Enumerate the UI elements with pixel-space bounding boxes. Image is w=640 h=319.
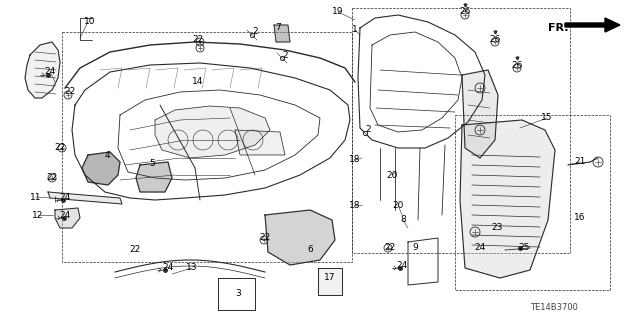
Polygon shape	[55, 208, 80, 228]
Text: 6: 6	[307, 246, 313, 255]
Text: 23: 23	[492, 224, 502, 233]
Polygon shape	[155, 106, 270, 158]
Polygon shape	[235, 130, 285, 155]
Bar	[455, 115, 610, 290]
Text: 22: 22	[259, 234, 271, 242]
Text: 5: 5	[149, 159, 155, 167]
Polygon shape	[565, 18, 620, 32]
Polygon shape	[318, 268, 342, 295]
Text: 15: 15	[541, 114, 553, 122]
Text: 10: 10	[84, 18, 96, 26]
Text: 7: 7	[275, 24, 281, 33]
Text: 2: 2	[282, 50, 288, 60]
Text: 21: 21	[574, 158, 586, 167]
Polygon shape	[460, 120, 555, 278]
Polygon shape	[136, 162, 172, 192]
Text: 2: 2	[365, 125, 371, 135]
Text: 24: 24	[60, 192, 70, 202]
Polygon shape	[48, 192, 122, 204]
Bar	[62, 32, 352, 262]
Text: 26: 26	[511, 61, 523, 70]
Text: 9: 9	[412, 243, 418, 253]
Polygon shape	[462, 70, 498, 158]
Polygon shape	[82, 152, 120, 185]
Text: 20: 20	[387, 170, 397, 180]
Text: 14: 14	[192, 78, 204, 86]
Text: 18: 18	[349, 155, 361, 165]
Text: 2: 2	[252, 27, 258, 36]
Text: TE14B3700: TE14B3700	[530, 303, 578, 313]
Text: 16: 16	[574, 213, 586, 222]
Text: FR.: FR.	[548, 23, 568, 33]
Text: 18: 18	[349, 201, 361, 210]
Text: 12: 12	[32, 211, 44, 219]
Text: 1: 1	[352, 26, 358, 34]
Bar	[352, 8, 570, 253]
Text: 24: 24	[44, 68, 56, 77]
Text: 24: 24	[60, 211, 70, 219]
Polygon shape	[274, 25, 290, 42]
Text: 25: 25	[518, 243, 530, 253]
Text: 22: 22	[54, 144, 66, 152]
Text: 24: 24	[163, 263, 173, 272]
Polygon shape	[25, 42, 60, 98]
Text: 24: 24	[396, 261, 408, 270]
Text: 3: 3	[235, 288, 241, 298]
Text: 13: 13	[186, 263, 198, 272]
Polygon shape	[265, 210, 335, 265]
Text: 26: 26	[460, 8, 470, 17]
Text: 4: 4	[104, 151, 110, 160]
Text: 20: 20	[392, 201, 404, 210]
Text: 22: 22	[193, 35, 204, 44]
Text: 22: 22	[129, 246, 141, 255]
Text: 22: 22	[65, 87, 76, 97]
Text: 24: 24	[474, 243, 486, 253]
Text: 8: 8	[400, 216, 406, 225]
Text: 17: 17	[324, 273, 336, 283]
Text: 22: 22	[385, 243, 396, 253]
Text: 22: 22	[46, 173, 58, 182]
Text: 19: 19	[332, 8, 344, 17]
Text: 26: 26	[490, 35, 500, 44]
Text: 11: 11	[30, 192, 42, 202]
